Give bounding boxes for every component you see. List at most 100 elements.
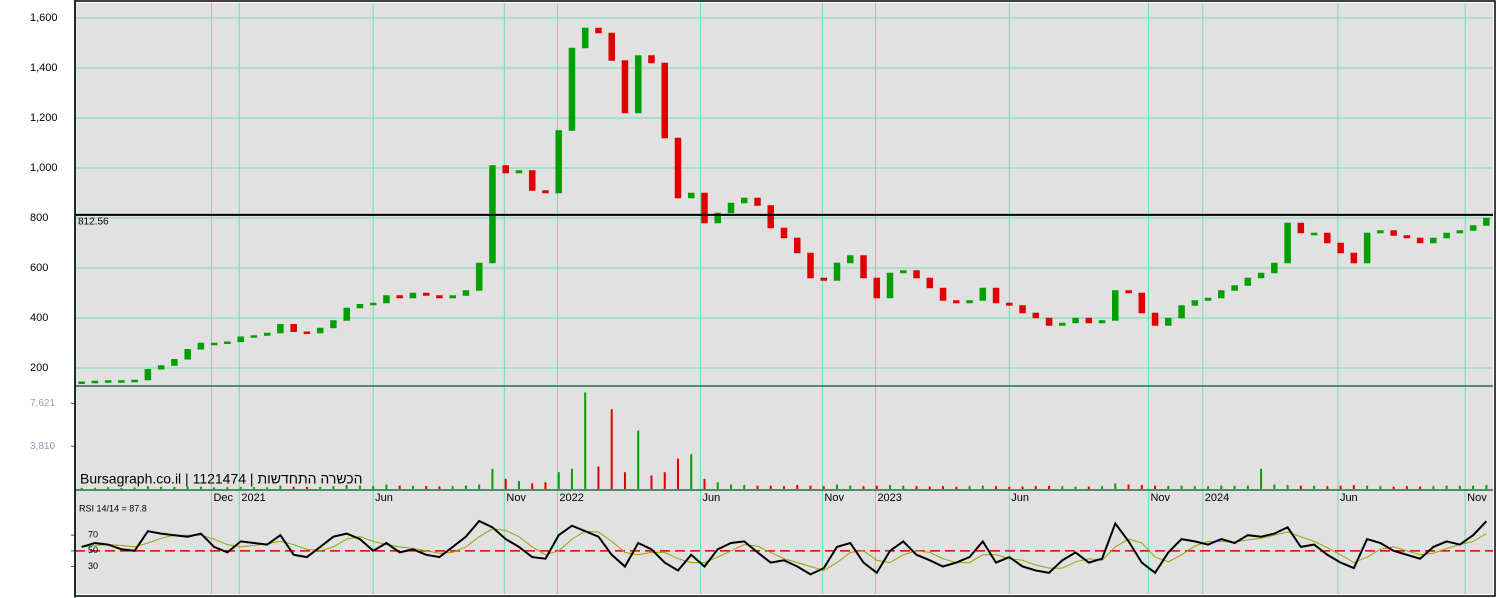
candle <box>1430 237 1437 244</box>
candle <box>144 369 152 381</box>
candle <box>1112 290 1119 321</box>
volume-bar <box>995 486 998 489</box>
candle <box>1363 232 1371 264</box>
candle <box>595 27 602 34</box>
candle <box>290 324 297 332</box>
candle <box>780 227 788 239</box>
candle <box>1045 317 1053 326</box>
candle <box>542 190 549 194</box>
volume-bar <box>1114 483 1117 489</box>
volume-bar <box>358 485 361 489</box>
volume-bar <box>637 430 640 489</box>
volume-bar <box>1233 485 1236 489</box>
volume-bar <box>504 478 507 489</box>
plot-background <box>75 3 1493 594</box>
candle <box>1324 232 1331 244</box>
y-tick-label: 3,810 <box>30 441 55 452</box>
volume-bar <box>478 484 481 489</box>
volume-bar <box>729 484 732 489</box>
candle <box>1151 312 1159 326</box>
volume-bar <box>1193 486 1196 489</box>
volume-bar <box>955 486 958 489</box>
x-tick-label: 2022 <box>559 492 583 504</box>
candle <box>171 359 178 366</box>
candle <box>1244 277 1252 286</box>
candle <box>343 307 350 321</box>
volume-bar <box>133 487 136 489</box>
candle <box>1271 262 1278 274</box>
candle <box>621 60 629 114</box>
volume-bar <box>1286 485 1289 489</box>
volume-bar <box>902 485 905 489</box>
volume-bar <box>756 485 759 489</box>
candle <box>369 302 377 306</box>
volume-bar <box>1313 485 1316 489</box>
volume-bar <box>199 486 202 489</box>
volume-bar <box>1326 486 1329 489</box>
candle <box>1006 302 1013 306</box>
volume-bar <box>1273 484 1276 489</box>
candle <box>860 255 867 279</box>
candle <box>1125 290 1132 294</box>
candle <box>740 197 748 204</box>
x-tick-label: Nov <box>1467 492 1487 504</box>
candle <box>1390 230 1397 236</box>
candle <box>568 47 576 131</box>
volume-bar <box>491 468 494 489</box>
candle <box>475 262 483 291</box>
x-tick-label: Nov <box>824 492 844 504</box>
volume-bar <box>743 485 746 489</box>
candle <box>847 255 854 264</box>
volume-bar <box>372 486 375 489</box>
candle <box>873 277 881 299</box>
volume-bar <box>1167 485 1170 489</box>
candle <box>316 327 324 334</box>
volume-bar <box>836 484 839 489</box>
candle <box>1032 312 1040 319</box>
candle <box>224 341 231 344</box>
x-tick-label: Jun <box>1340 492 1358 504</box>
candle <box>913 270 920 279</box>
candle <box>687 192 695 199</box>
candle <box>449 295 456 299</box>
volume-bar <box>544 482 547 489</box>
volume-bar <box>968 486 971 489</box>
candle <box>939 287 947 301</box>
y-tick-label: 800 <box>30 212 48 224</box>
candle <box>1337 242 1344 254</box>
volume-bar <box>1405 486 1408 489</box>
candle <box>581 27 589 49</box>
volume-bar <box>1034 486 1037 489</box>
volume-bar <box>623 472 626 489</box>
volume-bar <box>438 486 441 489</box>
volume-bar <box>769 485 772 489</box>
candle <box>1019 305 1026 314</box>
volume-bar <box>889 485 892 489</box>
candle <box>409 292 417 299</box>
candle <box>1178 305 1185 319</box>
y-tick-label: 50 <box>88 545 98 555</box>
labels: Dec 2021 Jun Nov 2022 Jun Nov 2023 Jun Nov 2024 Jun… <box>30 12 1487 571</box>
candle <box>104 380 112 383</box>
volume-bar <box>915 486 918 489</box>
x-tick-label: Jun <box>375 492 393 504</box>
volume-bar <box>1101 486 1104 489</box>
candle <box>1310 232 1318 236</box>
candle <box>502 165 509 174</box>
candle <box>727 202 735 214</box>
candle <box>277 324 284 334</box>
x-tick-label: 2023 <box>877 492 901 504</box>
volume-bar <box>107 487 110 489</box>
candle <box>926 277 934 289</box>
volume-bar <box>1458 485 1461 489</box>
candle <box>966 300 973 304</box>
volume-bar <box>809 485 812 489</box>
candle <box>833 262 841 281</box>
candle <box>197 342 205 350</box>
candle <box>303 331 311 334</box>
volume-bar <box>239 486 242 489</box>
candle <box>91 380 99 384</box>
candle <box>184 349 191 360</box>
candle <box>528 170 536 191</box>
volume-bar <box>1432 486 1435 489</box>
